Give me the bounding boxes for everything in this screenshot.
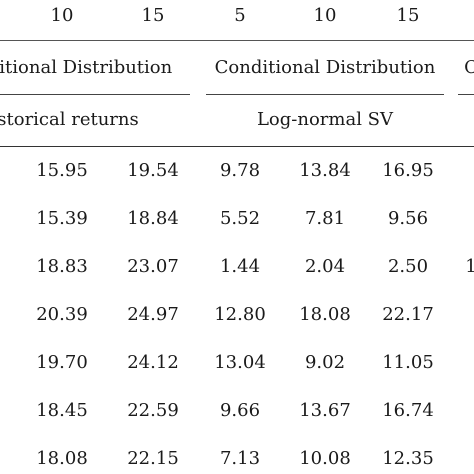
group-header: ditional Distribution: [0, 57, 173, 78]
group-underline: [0, 94, 190, 95]
table-cell: 18.83: [36, 256, 88, 277]
table-cell: 2.04: [304, 256, 346, 277]
table-cell: 9.78: [219, 160, 261, 181]
model-header: storical returns: [0, 109, 139, 130]
clipped-cell-fragment: 1: [465, 256, 474, 277]
table-cell: 18.45: [36, 400, 88, 421]
table-cell: 24.97: [127, 304, 179, 325]
table-cell: 22.15: [127, 448, 179, 469]
table-cell: 9.56: [387, 208, 429, 229]
table-cell: 10.08: [299, 448, 351, 469]
table-cell: 24.12: [127, 352, 179, 373]
table-cell: 1.44: [219, 256, 261, 277]
table-cell: 13.67: [299, 400, 351, 421]
table-cell: 23.07: [127, 256, 179, 277]
group-header: C: [464, 57, 474, 78]
table-cell: 15.39: [36, 208, 88, 229]
table-cell: 16.95: [382, 160, 434, 181]
table-cell: 11.05: [382, 352, 434, 373]
horizon-header: 10: [313, 5, 337, 26]
table-cell: 13.04: [214, 352, 266, 373]
table-cell: 22.59: [127, 400, 179, 421]
table-cell: 7.13: [219, 448, 261, 469]
table-cell: 7.81: [304, 208, 346, 229]
table-cell: 20.39: [36, 304, 88, 325]
group-header: Conditional Distribution: [214, 57, 436, 78]
table-cell: 22.17: [382, 304, 434, 325]
table-cell: 5.52: [219, 208, 261, 229]
model-header: Log-normal SV: [256, 109, 394, 130]
table-cell: 9.66: [219, 400, 261, 421]
group-underline: [206, 94, 444, 95]
table-cell: 18.08: [36, 448, 88, 469]
horizon-header: 10: [50, 5, 74, 26]
table-cell: 18.08: [299, 304, 351, 325]
horizon-header: 15: [396, 5, 420, 26]
table-cell: 12.80: [214, 304, 266, 325]
table-cell: 18.84: [127, 208, 179, 229]
table-cell: 9.02: [304, 352, 346, 373]
table-cell: 15.95: [36, 160, 88, 181]
table-cell: 19.70: [36, 352, 88, 373]
table-cell: 13.84: [299, 160, 351, 181]
horizon-header: 15: [141, 5, 165, 26]
table-cell: 2.50: [387, 256, 429, 277]
group-underline: [458, 94, 474, 95]
table-cell: 12.35: [382, 448, 434, 469]
body-rule: [0, 146, 474, 147]
table-cell: 19.54: [127, 160, 179, 181]
header-rule: [0, 40, 474, 41]
table-cell: 16.74: [382, 400, 434, 421]
horizon-header: 5: [234, 5, 246, 26]
